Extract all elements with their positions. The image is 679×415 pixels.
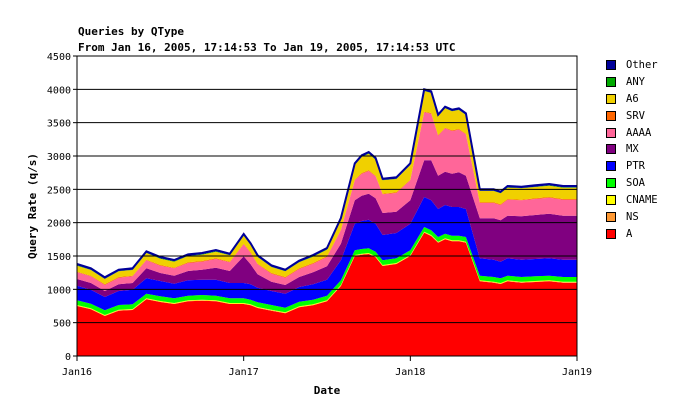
series-area-a bbox=[77, 232, 577, 356]
legend-label: PTR bbox=[626, 160, 645, 173]
chart-title: Queries by QType bbox=[78, 25, 184, 38]
chart-subtitle: From Jan 16, 2005, 17:14:53 To Jan 19, 2… bbox=[78, 41, 456, 54]
legend-swatch bbox=[606, 144, 616, 155]
y-tick-label: 2000 bbox=[47, 219, 71, 230]
y-tick-label: 4000 bbox=[47, 85, 71, 96]
legend-label: A bbox=[626, 227, 633, 240]
series-area-aaaa bbox=[77, 112, 577, 291]
y-axis: 0 500 1000 1500 2000 2500 3000 3500 4000 4500 bbox=[47, 52, 77, 363]
legend-swatch bbox=[606, 60, 616, 70]
y-tick-label: 4500 bbox=[47, 52, 71, 63]
legend-label: ANY bbox=[626, 75, 645, 88]
y-tick-label: 3000 bbox=[47, 152, 71, 163]
series-area-mx bbox=[77, 160, 577, 297]
y-tick-label: 1500 bbox=[47, 252, 71, 263]
y-tick-label: 500 bbox=[53, 319, 71, 330]
legend-swatch bbox=[606, 76, 616, 87]
y-tick-label: 1000 bbox=[47, 285, 71, 296]
x-tick-label: Jan19 bbox=[562, 367, 592, 378]
legend-label: Other bbox=[626, 59, 658, 71]
series-area-soa bbox=[77, 227, 577, 315]
x-axis-label: Date bbox=[314, 384, 341, 397]
series-area-a6 bbox=[77, 91, 577, 285]
x-tick-label: Jan18 bbox=[395, 367, 425, 378]
x-axis: Jan16 Jan17 Jan18 Jan19 bbox=[62, 356, 592, 378]
legend-label: AAAA bbox=[626, 126, 652, 139]
legend-label: A6 bbox=[626, 92, 639, 105]
legend-label: SRV bbox=[626, 109, 645, 122]
legend-label: MX bbox=[626, 143, 639, 156]
series-areas bbox=[76, 88, 577, 356]
x-tick-label: Jan17 bbox=[229, 367, 259, 378]
legend-label: NS bbox=[626, 211, 639, 224]
y-tick-label: 2500 bbox=[47, 185, 71, 196]
legend-swatch bbox=[606, 195, 616, 206]
plot-frame bbox=[76, 55, 578, 357]
legend-swatch bbox=[606, 127, 616, 138]
series-area-ptr bbox=[77, 197, 577, 311]
y-axis-label: Query Rate (q/s) bbox=[26, 153, 39, 259]
legend-swatch bbox=[606, 228, 616, 239]
x-tick-label: Jan16 bbox=[62, 367, 92, 378]
y-tick-label: 0 bbox=[65, 352, 71, 363]
y-tick-label: 3500 bbox=[47, 119, 71, 130]
legend-swatch bbox=[606, 110, 616, 121]
legend-swatch bbox=[606, 161, 616, 172]
legend-label: SOA bbox=[626, 177, 645, 190]
grid-lines bbox=[77, 88, 577, 324]
legend-swatch bbox=[606, 212, 616, 223]
legend-label: CNAME bbox=[626, 194, 658, 207]
legend-swatch bbox=[606, 178, 616, 189]
legend-swatch bbox=[606, 93, 616, 104]
